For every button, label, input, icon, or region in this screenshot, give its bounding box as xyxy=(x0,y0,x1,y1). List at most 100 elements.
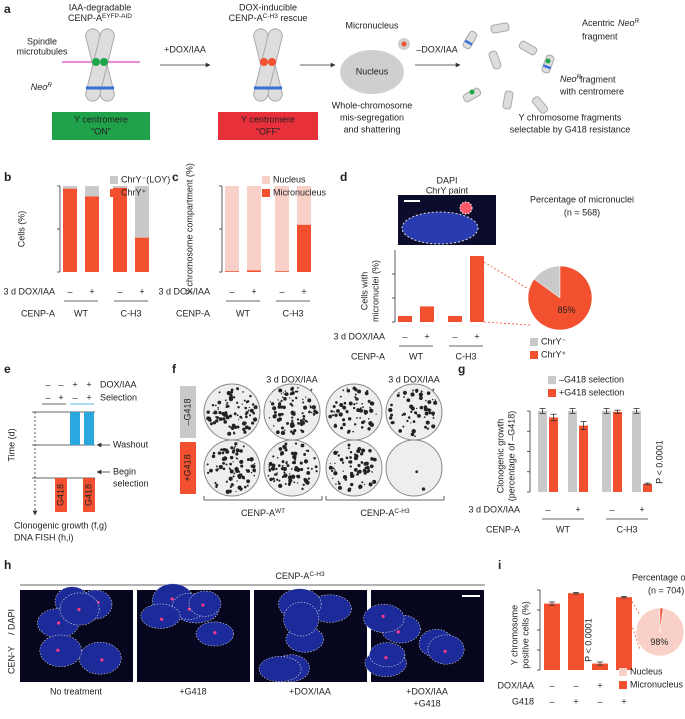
colony xyxy=(252,422,255,425)
cen-y xyxy=(384,656,388,660)
centromere xyxy=(469,89,475,95)
colony xyxy=(423,405,428,409)
colony xyxy=(328,414,332,419)
colony xyxy=(329,462,331,464)
colony xyxy=(241,403,243,405)
row-symbol: – xyxy=(67,286,72,296)
bar xyxy=(632,411,641,492)
colony xyxy=(342,461,345,464)
text-part: CENP-A xyxy=(360,508,394,518)
colony xyxy=(375,413,377,415)
colony xyxy=(350,482,354,487)
y-label: Y chromosome xyxy=(509,605,519,665)
colony xyxy=(293,429,297,433)
bar xyxy=(55,478,67,512)
bar xyxy=(592,663,608,670)
colony xyxy=(236,414,239,417)
nucleus xyxy=(340,50,404,94)
colony xyxy=(303,419,306,421)
colony xyxy=(420,390,423,393)
colony xyxy=(231,423,236,428)
colony xyxy=(206,463,209,466)
colony xyxy=(359,408,364,413)
colony xyxy=(278,388,283,393)
colony xyxy=(346,388,351,393)
legend-label: ChrY⁻ xyxy=(541,336,567,346)
colony xyxy=(307,477,311,480)
label: and shattering xyxy=(343,124,400,134)
y-label: Y chromosome compartment (%) xyxy=(184,163,194,295)
colony xyxy=(216,416,220,420)
bar xyxy=(568,593,584,670)
colony xyxy=(306,421,308,423)
colony xyxy=(403,396,405,398)
legend-swatch xyxy=(530,351,538,359)
colony xyxy=(252,417,258,422)
plate xyxy=(325,439,383,497)
nucleus xyxy=(258,656,302,683)
bar xyxy=(544,603,560,670)
label: Washout xyxy=(113,439,149,449)
colony xyxy=(286,464,290,468)
text-part: WT xyxy=(275,508,285,515)
row-label: +G418 xyxy=(182,454,192,481)
colony xyxy=(232,475,235,478)
panel-label: b xyxy=(4,170,11,184)
colony xyxy=(246,458,250,462)
colony xyxy=(278,483,283,489)
colony xyxy=(290,387,294,391)
colony xyxy=(388,409,390,412)
error-bar xyxy=(633,408,640,414)
label: ChrY paint xyxy=(426,185,469,195)
colony xyxy=(211,403,215,407)
label: selection xyxy=(113,478,149,488)
colony xyxy=(215,483,219,487)
colony xyxy=(250,471,253,474)
colony xyxy=(278,479,281,482)
colony xyxy=(253,470,256,473)
colony xyxy=(283,397,287,401)
colony xyxy=(284,429,286,431)
colony xyxy=(340,405,343,408)
colony xyxy=(235,401,239,404)
colony xyxy=(367,427,371,431)
fragment xyxy=(490,22,510,34)
colony xyxy=(246,469,250,473)
colony xyxy=(333,411,335,413)
colony xyxy=(217,406,220,409)
colony xyxy=(410,432,415,437)
colony xyxy=(228,476,233,481)
pie-slice xyxy=(659,607,664,633)
colony xyxy=(283,393,286,395)
colony xyxy=(411,429,416,434)
text-part: CENP-A xyxy=(275,571,309,581)
colony xyxy=(332,467,335,470)
colony xyxy=(342,474,348,480)
fragment xyxy=(462,87,482,103)
colony xyxy=(289,473,291,475)
colony xyxy=(357,446,362,451)
bar xyxy=(579,425,588,492)
row-symbol: + xyxy=(72,379,77,389)
colony xyxy=(349,456,352,459)
group-label: CENP-AWT xyxy=(241,508,285,519)
colony xyxy=(243,478,246,480)
colony xyxy=(276,457,279,459)
legend-label: Nucleus xyxy=(630,666,663,676)
colony xyxy=(277,399,279,401)
colony xyxy=(332,404,336,408)
colony xyxy=(233,412,237,416)
legend-swatch xyxy=(548,389,556,397)
colony xyxy=(222,456,228,461)
colony xyxy=(303,453,307,456)
colony xyxy=(406,419,409,423)
colony xyxy=(390,403,393,407)
label: Begin xyxy=(113,466,136,476)
colony xyxy=(277,404,282,409)
colony xyxy=(410,422,412,424)
row-label: CENP-A xyxy=(351,351,385,361)
group-label: CENP-AC-H3 xyxy=(360,508,410,519)
g418-label: G418 xyxy=(83,484,93,506)
colony xyxy=(225,489,230,494)
colony xyxy=(268,462,273,467)
